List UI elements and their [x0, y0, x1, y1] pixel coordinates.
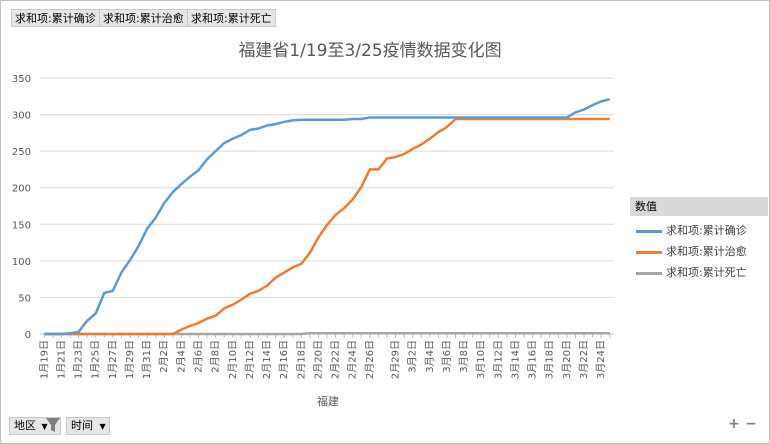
x-tick-label: 3月14日	[509, 340, 521, 379]
x-tick-label: 2月20日	[312, 340, 324, 379]
x-tick-label: 2月10日	[227, 340, 239, 379]
legend-title[interactable]: 数值	[630, 197, 768, 216]
x-tick-label: 1月27日	[107, 340, 119, 379]
x-axis-title: 福建	[317, 394, 339, 408]
y-axis: 0 50 100 150 200 250 300 350	[12, 74, 31, 341]
dropdown-arrow-icon: ▼	[99, 422, 106, 431]
filter-button-deaths[interactable]: 求和项:累计死亡	[187, 9, 276, 27]
legend-label-cured: 求和项:累计治愈	[666, 245, 747, 258]
y-tick-label: 300	[12, 111, 31, 122]
region-field-label: 地区	[14, 419, 36, 432]
series-lines	[44, 97, 611, 336]
y-tick-label: 200	[12, 184, 31, 195]
x-tick-label: 2月6日	[192, 340, 204, 373]
x-tick-label: 2月12日	[244, 340, 256, 379]
y-tick-label: 150	[12, 220, 31, 231]
legend-label-confirmed: 求和项:累计确诊	[666, 224, 747, 237]
region-field-button[interactable]: 地区 ▼	[9, 417, 61, 435]
y-tick-label: 100	[12, 257, 31, 268]
x-tick-label: 3月10日	[475, 340, 487, 379]
x-tick-label: 2月29日	[390, 340, 402, 379]
collapse-minus-icon[interactable]: −	[745, 416, 757, 432]
x-tick-label: 1月21日	[55, 340, 67, 379]
chart-title: 福建省1/19至3/25疫情数据变化图	[238, 41, 502, 61]
filter-funnel-icon[interactable]	[45, 416, 61, 434]
x-tick-label: 2月8日	[210, 340, 222, 373]
x-tick-label: 1月31日	[141, 340, 153, 379]
x-tick-label: 3月16日	[527, 340, 539, 379]
x-tick-label: 2月2日	[158, 340, 170, 373]
x-tick-label: 3月12日	[492, 340, 504, 379]
series-line	[44, 117, 610, 336]
legend-swatch-cured	[636, 250, 662, 254]
x-tick-label: 2月14日	[261, 340, 273, 379]
dropdown-arrow-icon: ▼	[41, 422, 48, 431]
time-field-button[interactable]: 时间 ▼	[66, 417, 110, 435]
x-tick-label: 3月18日	[544, 340, 556, 379]
x-tick-label: 1月23日	[73, 340, 85, 379]
x-tick-label: 1月19日	[38, 340, 50, 379]
x-tick-label: 1月25日	[90, 340, 102, 379]
filter-button-confirmed[interactable]: 求和项:累计确诊	[11, 9, 100, 27]
x-tick-label: 2月26日	[364, 340, 376, 379]
x-tick-label: 3月6日	[441, 340, 453, 373]
x-axis: 1月19日 1月21日 1月23日 1月25日 1月27日 1月29日 1月31日 2月2日 2…	[38, 334, 611, 379]
legend-swatch-confirmed	[636, 229, 662, 233]
x-tick-label: 2月4日	[175, 340, 187, 373]
series-line	[44, 97, 611, 336]
legend-item-cured[interactable]: 求和项:累计治愈	[636, 243, 747, 259]
y-tick-label: 350	[12, 74, 31, 85]
expand-plus-icon[interactable]: +	[728, 416, 740, 432]
x-tick-label: 3月24日	[595, 340, 607, 379]
x-tick-label: 2月16日	[278, 340, 290, 379]
x-tick-label: 3月4日	[424, 340, 436, 373]
x-tick-label: 3月2日	[407, 340, 419, 373]
x-tick-label: 1月29日	[124, 340, 136, 379]
legend-item-deaths[interactable]: 求和项:累计死亡	[636, 264, 747, 280]
legend-item-confirmed[interactable]: 求和项:累计确诊	[636, 222, 747, 238]
x-tick-label: 3月20日	[561, 340, 573, 379]
x-tick-label: 3月8日	[458, 340, 470, 373]
y-tick-label: 0	[25, 330, 31, 341]
y-tick-label: 250	[12, 147, 31, 158]
x-tick-label: 2月22日	[330, 340, 342, 379]
x-tick-label: 2月18日	[295, 340, 307, 379]
legend-swatch-deaths	[636, 271, 662, 275]
x-tick-label: 3月22日	[578, 340, 590, 379]
time-field-label: 时间	[71, 419, 93, 432]
y-tick-label: 50	[18, 293, 31, 304]
x-tick-label: 2月24日	[347, 340, 359, 379]
legend-label-deaths: 求和项:累计死亡	[666, 266, 747, 279]
